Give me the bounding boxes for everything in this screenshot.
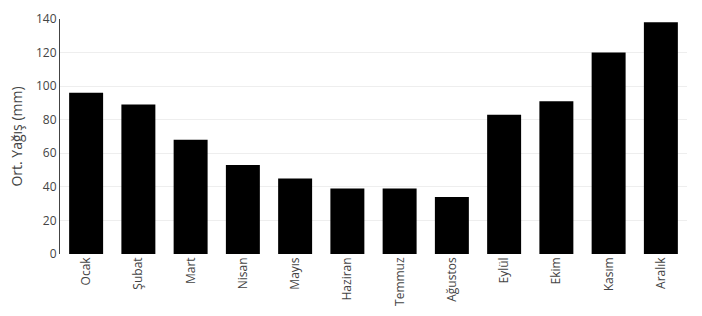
svg-text:100: 100 bbox=[36, 77, 57, 94]
svg-text:0: 0 bbox=[50, 245, 57, 262]
svg-text:40: 40 bbox=[43, 178, 57, 195]
svg-text:Kasım: Kasım bbox=[600, 257, 617, 291]
svg-text:Nisan: Nisan bbox=[234, 257, 251, 289]
svg-text:Eylül: Eylül bbox=[495, 257, 512, 283]
svg-text:60: 60 bbox=[43, 144, 57, 161]
svg-text:Aralık: Aralık bbox=[652, 257, 669, 289]
svg-text:Temmuz: Temmuz bbox=[391, 257, 408, 306]
svg-text:140: 140 bbox=[36, 10, 57, 27]
svg-text:Mayıs: Mayıs bbox=[286, 257, 303, 290]
svg-text:120: 120 bbox=[36, 44, 57, 61]
svg-text:Şubat: Şubat bbox=[129, 257, 146, 289]
svg-text:Ort. Yağış (mm): Ort. Yağış (mm) bbox=[7, 86, 26, 186]
svg-text:80: 80 bbox=[43, 111, 57, 128]
svg-text:Ağustos: Ağustos bbox=[443, 257, 460, 302]
svg-text:Ekim: Ekim bbox=[547, 257, 564, 284]
svg-text:20: 20 bbox=[43, 212, 57, 229]
svg-text:Haziran: Haziran bbox=[338, 257, 355, 300]
svg-text:Mart: Mart bbox=[182, 257, 199, 284]
svg-text:Ocak: Ocak bbox=[77, 257, 94, 286]
